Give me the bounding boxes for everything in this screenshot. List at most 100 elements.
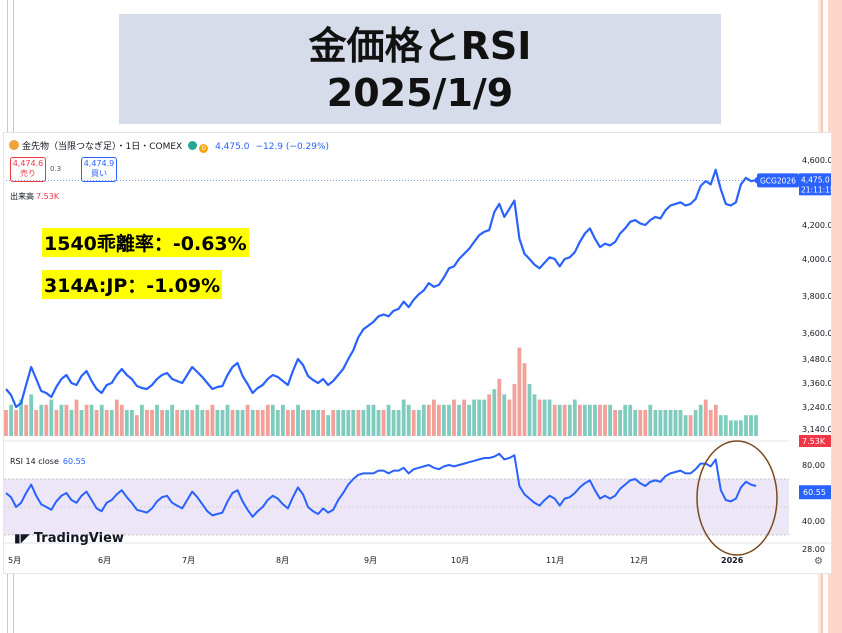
volume-bar <box>230 410 235 436</box>
gear-icon[interactable]: ⚙ <box>814 556 823 567</box>
rsi-band <box>4 478 789 536</box>
volume-bar <box>472 399 476 436</box>
volume-bar <box>145 410 149 436</box>
volume-value: 7.53K <box>36 192 60 201</box>
time-axis-label: 9月 <box>364 556 377 565</box>
volume-bar <box>155 404 159 436</box>
time-axis-label: 11月 <box>546 556 564 565</box>
volume-bar <box>275 410 280 436</box>
volume-bar <box>477 399 482 436</box>
market-open-icon <box>188 141 198 150</box>
price-axis-label: 4,000.0 <box>802 255 831 264</box>
volume-tag <box>799 435 831 447</box>
volume-bar <box>49 399 54 436</box>
rsi-legend[interactable]: RSI 14 close 60.55 <box>10 457 86 466</box>
volume-bar <box>104 410 109 436</box>
rsi-value: 60.55 <box>62 457 86 466</box>
volume-bar <box>693 410 698 436</box>
volume-bar <box>59 404 64 436</box>
volume-bar <box>336 410 341 436</box>
volume-bar <box>84 404 89 436</box>
volume-bar <box>588 404 592 436</box>
price-axis-label: 3,240.0 <box>802 403 831 412</box>
volume-bar <box>729 420 733 436</box>
volume-bar <box>643 410 648 436</box>
time-axis-label: 7月 <box>182 556 195 565</box>
volume-bar <box>79 410 84 436</box>
volume-bar <box>739 420 743 436</box>
price-axis-label: 3,600.0 <box>802 329 831 338</box>
volume-bar <box>44 404 49 436</box>
volume-bar <box>180 410 185 436</box>
countdown-text: 21:11:15 <box>801 185 831 194</box>
volume-bars <box>4 347 758 436</box>
volume-bar <box>396 410 401 436</box>
volume-bar <box>99 404 104 436</box>
volume-bar <box>482 399 487 436</box>
volume-bar <box>713 404 718 436</box>
volume-bar <box>613 410 617 436</box>
volume-bar <box>708 410 713 436</box>
rsi-axis-label: 80.00 <box>802 461 825 470</box>
volume-bar <box>170 404 174 436</box>
volume-bar <box>135 415 139 436</box>
slide-date: 2025/1/9 <box>326 71 514 115</box>
price-line <box>5 168 757 409</box>
volume-bar <box>114 399 119 436</box>
volume-bar <box>688 415 693 436</box>
volume-bar <box>235 410 240 436</box>
logo-text: TradingView <box>33 531 124 546</box>
volume-bar <box>4 410 8 436</box>
volume-bar <box>89 404 94 436</box>
sell-button[interactable]: 4,474.6 売り <box>10 157 46 182</box>
volume-bar <box>74 399 79 436</box>
price-axis-label: 3,800.0 <box>802 292 831 301</box>
rsi-line-group <box>5 452 757 518</box>
volume-bar <box>623 404 628 436</box>
volume-bar <box>633 410 638 436</box>
tradingview-logo[interactable]: ▮◤ TradingView <box>14 531 124 546</box>
time-axis-label: 6月 <box>98 556 111 565</box>
volume-bar <box>698 404 703 436</box>
price-tags: GCG2026 4,475.021:11:15 7.53K 60.55 <box>757 173 831 500</box>
spread-value: 0.3 <box>50 165 62 173</box>
volume-legend[interactable]: 出来高 7.53K <box>10 191 59 202</box>
price-axis-label: 3,480.0 <box>802 355 831 364</box>
chart-screenshot: 金先物（当限つなぎ足）・1日・COMEX D 4,475.0 −12.9 (−0.2… <box>3 132 832 574</box>
volume-bar <box>723 415 728 436</box>
rsi-axis-label: 28.00 <box>802 545 825 554</box>
volume-bar <box>421 404 426 436</box>
slide-title: 金価格とRSI <box>308 24 532 68</box>
volume-bar <box>628 404 633 436</box>
volume-bar <box>281 404 285 436</box>
volume-bar <box>306 410 310 436</box>
volume-bar <box>200 410 205 436</box>
volume-bar <box>487 394 492 436</box>
volume-bar <box>205 410 210 436</box>
volume-bar <box>296 404 300 436</box>
volume-bar <box>124 410 129 436</box>
volume-bar <box>24 404 29 436</box>
volume-bar <box>140 404 144 436</box>
rsi-label: RSI 14 close <box>10 457 59 466</box>
volume-bar <box>718 415 723 436</box>
volume-bar <box>185 410 190 436</box>
volume-bar <box>301 410 305 436</box>
volume-bar <box>467 404 471 436</box>
volume-bar <box>532 394 537 436</box>
volume-bar <box>331 410 336 436</box>
volume-bar <box>265 404 270 436</box>
symbol-header[interactable]: 金先物（当限つなぎ足）・1日・COMEX D 4,475.0 −12.9 (−0.2… <box>9 139 329 153</box>
volume-bar <box>562 404 567 436</box>
volume-bar <box>447 404 451 436</box>
volume-bar <box>457 404 461 436</box>
volume-bar <box>34 410 39 436</box>
sell-label: 売り <box>20 169 36 178</box>
chart-canvas[interactable]: 4,600.0 4,200.0 4,000.0 3,800.0 3,600.0 3,480… <box>4 133 831 573</box>
volume-bar <box>225 404 230 436</box>
volume-bar <box>522 363 527 436</box>
buy-button[interactable]: 4,474.9 買い <box>81 157 117 182</box>
price-tag-text: 4,475.0 <box>801 175 830 184</box>
highlight-circle <box>696 440 778 556</box>
volume-bar <box>165 410 169 436</box>
